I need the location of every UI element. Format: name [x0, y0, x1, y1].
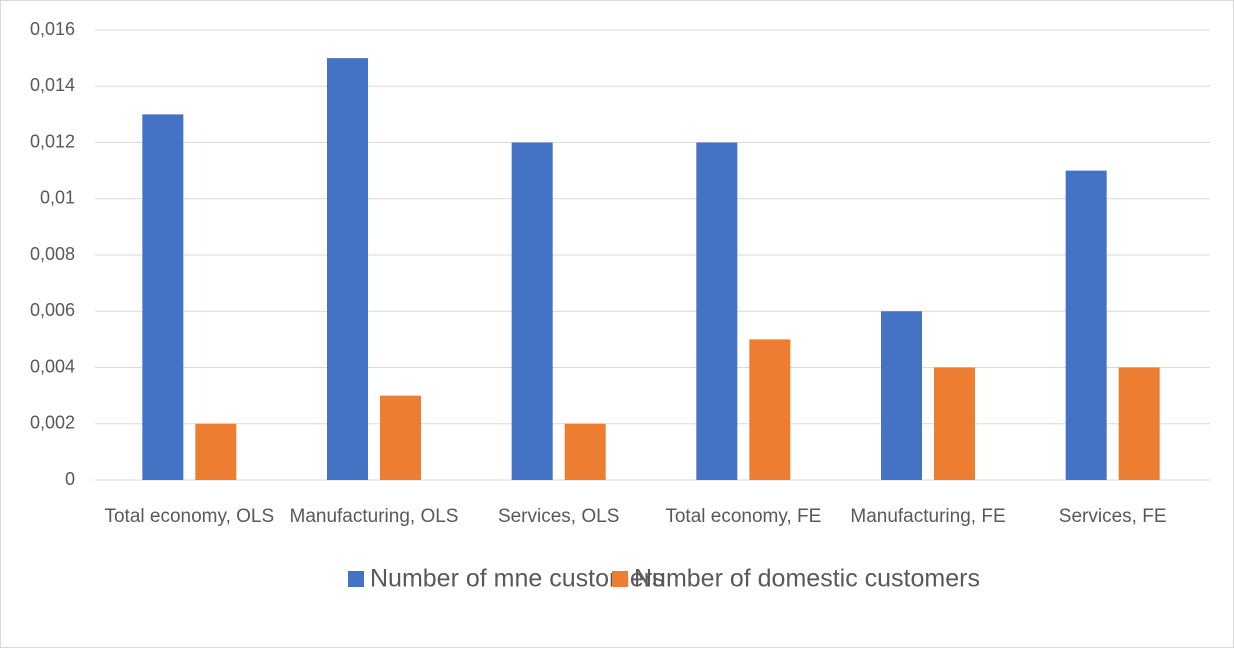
bar — [1065, 170, 1107, 480]
y-tick-label: 0,008 — [30, 244, 75, 264]
y-tick-label: 0,016 — [30, 19, 75, 39]
legend-label: Number of domestic customers — [634, 565, 980, 593]
x-tick-label: Total economy, OLS — [104, 506, 275, 527]
y-tick-label: 0,014 — [30, 75, 75, 95]
bar — [380, 395, 421, 480]
bar — [934, 367, 975, 480]
y-tick-label: 0,002 — [30, 413, 75, 433]
x-tick-label: Manufacturing, OLS — [289, 506, 459, 527]
legend-swatch — [612, 571, 628, 587]
x-tick-label: Services, FE — [1058, 506, 1167, 527]
bar — [142, 114, 184, 480]
bar — [1118, 367, 1160, 480]
bar — [195, 423, 237, 480]
bar — [696, 142, 738, 480]
x-tick-label: Services, OLS — [497, 506, 620, 527]
bar — [881, 311, 922, 480]
bar — [327, 58, 368, 480]
bar — [511, 142, 553, 480]
legend-swatch — [348, 571, 364, 587]
y-tick-label: 0 — [65, 469, 75, 489]
bar — [749, 339, 791, 480]
y-tick-label: 0,006 — [30, 300, 75, 320]
y-tick-label: 0,01 — [40, 188, 75, 208]
y-tick-label: 0,004 — [30, 356, 75, 376]
x-tick-label: Total economy, FE — [665, 506, 822, 527]
bar — [564, 423, 606, 480]
x-tick-label: Manufacturing, FE — [850, 506, 1006, 527]
y-tick-label: 0,012 — [30, 131, 75, 151]
